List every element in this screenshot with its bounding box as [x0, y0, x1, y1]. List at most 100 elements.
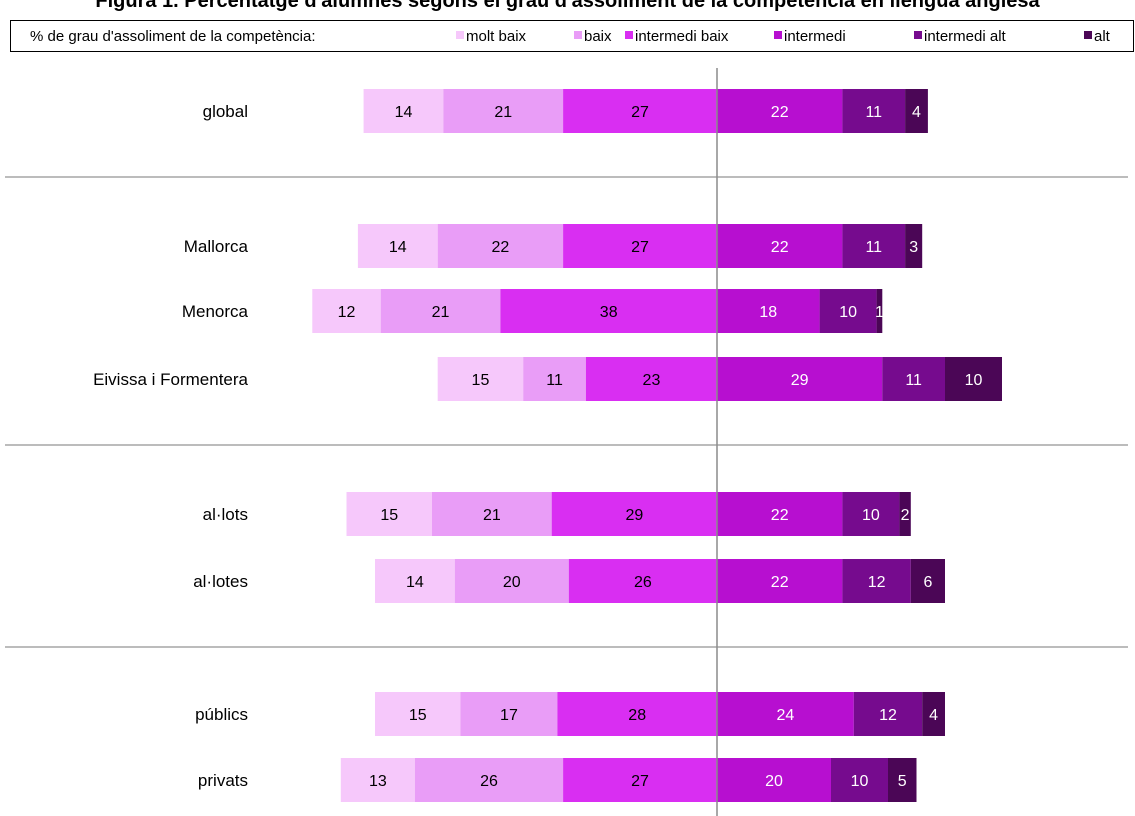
data-label-menorca-alt: 1 [875, 304, 884, 321]
data-label-global-molt-baix: 14 [395, 104, 413, 121]
category-label-privats: privats [198, 771, 248, 790]
category-label-mallorca: Mallorca [184, 237, 249, 256]
legend-swatch-baix [574, 31, 582, 39]
data-label-global-intermedi-baix: 27 [631, 104, 649, 121]
data-label-al-lots-intermedi-baix: 29 [625, 507, 643, 524]
legend-swatch-intermedi-alt [914, 31, 922, 39]
data-label-al-lotes-intermedi-baix: 26 [634, 574, 652, 591]
data-label-menorca-intermedi-baix: 38 [600, 304, 618, 321]
data-label-privats-intermedi: 20 [765, 773, 783, 790]
bar-eivissa-i-formentera-intermedi-baix [585, 357, 717, 401]
data-label-eivissa-i-formentera-intermedi-baix: 23 [643, 372, 661, 389]
data-label-publics-molt-baix: 15 [409, 707, 427, 724]
data-label-mallorca-intermedi-alt: 11 [865, 239, 882, 256]
data-label-publics-intermedi-alt: 12 [879, 707, 897, 724]
data-label-eivissa-i-formentera-alt: 10 [965, 372, 983, 389]
legend [10, 20, 1134, 52]
data-label-mallorca-baix: 22 [492, 239, 510, 256]
category-labels: global Mallorca Menorca Eivissa i Formenter… [93, 102, 248, 790]
bar-al-lotes-intermedi-baix [568, 559, 717, 603]
chart-title: Figura 1. Percentatge d'alumnes segons e… [0, 0, 1135, 20]
bar-global-baix [443, 89, 564, 133]
legend-label-intermedi-baix: intermedi baix [635, 28, 729, 45]
legend-layer: % de grau d'assoliment de la competència… [30, 28, 1111, 45]
legend-title: % de grau d'assoliment de la competència… [30, 28, 316, 45]
legend-swatch-intermedi [774, 31, 782, 39]
category-label-al-lots: al·lots [203, 505, 248, 524]
legend-swatch-alt [1084, 31, 1092, 39]
data-label-menorca-intermedi: 18 [759, 304, 777, 321]
data-label-mallorca-intermedi: 22 [771, 239, 789, 256]
data-label-eivissa-i-formentera-molt-baix: 15 [472, 372, 490, 389]
bar-mallorca-baix [437, 224, 564, 268]
data-label-publics-alt: 4 [929, 707, 938, 724]
bar-eivissa-i-formentera-intermedi-alt [882, 357, 945, 401]
bar-al-lotes-alt [910, 559, 945, 603]
legend-swatch-intermedi-baix [625, 31, 633, 39]
data-label-al-lots-baix: 21 [483, 507, 501, 524]
data-label-eivissa-i-formentera-baix: 11 [546, 372, 563, 389]
data-label-privats-intermedi-baix: 27 [631, 773, 649, 790]
bar-global-molt-baix [363, 89, 444, 133]
category-label-menorca: Menorca [182, 302, 249, 321]
group-separators [5, 176, 1128, 648]
category-label-global: global [203, 102, 248, 121]
bar-eivissa-i-formentera-intermedi [717, 357, 883, 401]
bar-privats-intermedi [717, 758, 831, 802]
legend-label-intermedi: intermedi [784, 28, 846, 45]
bar-menorca-intermedi [717, 289, 820, 333]
data-label-menorca-baix: 21 [432, 304, 450, 321]
data-label-privats-alt: 5 [898, 773, 907, 790]
bar-al-lotes-baix [454, 559, 569, 603]
bar-mallorca-alt [905, 224, 923, 268]
data-label-eivissa-i-formentera-intermedi: 29 [791, 372, 809, 389]
legend-label-molt-baix: molt baix [466, 28, 527, 45]
bar-al-lots-intermedi-baix [551, 492, 717, 536]
legend-label-baix: baix [584, 28, 612, 45]
bar-menorca-baix [380, 289, 501, 333]
bar-publics-intermedi-baix [557, 692, 717, 736]
data-label-mallorca-alt: 3 [909, 239, 918, 256]
bar-menorca-alt [876, 289, 883, 333]
data-label-al-lots-molt-baix: 15 [380, 507, 398, 524]
bar-al-lots-molt-baix [346, 492, 432, 536]
legend-label-alt: alt [1094, 28, 1111, 45]
bar-global-alt [905, 89, 928, 133]
bar-privats-baix [414, 758, 564, 802]
bar-global-intermedi-alt [842, 89, 906, 133]
bar-privats-intermedi-alt [831, 758, 888, 802]
bar-mallorca-intermedi [717, 224, 843, 268]
data-label-al-lots-intermedi: 22 [771, 507, 789, 524]
bar-publics-intermedi-alt [853, 692, 923, 736]
bar-mallorca-intermedi-alt [842, 224, 906, 268]
bar-publics-alt [922, 692, 945, 736]
bar-publics-intermedi [717, 692, 854, 736]
bar-al-lots-intermedi-alt [842, 492, 900, 536]
data-label-global-intermedi-alt: 11 [865, 104, 882, 121]
data-label-mallorca-intermedi-baix: 27 [631, 239, 649, 256]
data-label-mallorca-molt-baix: 14 [389, 239, 407, 256]
bar-mallorca-intermedi-baix [563, 224, 717, 268]
data-label-publics-baix: 17 [500, 707, 518, 724]
data-label-privats-intermedi-alt: 10 [851, 773, 869, 790]
data-label-publics-intermedi: 24 [777, 707, 795, 724]
data-label-global-baix: 21 [494, 104, 512, 121]
bar-publics-molt-baix [375, 692, 461, 736]
data-label-al-lotes-intermedi: 22 [771, 574, 789, 591]
bar-eivissa-i-formentera-molt-baix [437, 357, 524, 401]
category-label-publics: públics [195, 705, 248, 724]
bar-al-lotes-intermedi [717, 559, 843, 603]
category-label-al-lotes: al·lotes [193, 572, 248, 591]
data-label-al-lots-alt: 2 [901, 507, 910, 524]
data-label-global-alt: 4 [912, 104, 921, 121]
data-label-global-intermedi: 22 [771, 104, 789, 121]
legend-swatch-molt-baix [456, 31, 464, 39]
bar-menorca-intermedi-alt [819, 289, 877, 333]
data-label-privats-molt-baix: 13 [369, 773, 387, 790]
data-label-menorca-molt-baix: 12 [338, 304, 356, 321]
bar-global-intermedi-baix [563, 89, 717, 133]
data-label-al-lots-intermedi-alt: 10 [862, 507, 880, 524]
data-label-publics-intermedi-baix: 28 [628, 707, 646, 724]
bar-menorca-molt-baix [312, 289, 381, 333]
